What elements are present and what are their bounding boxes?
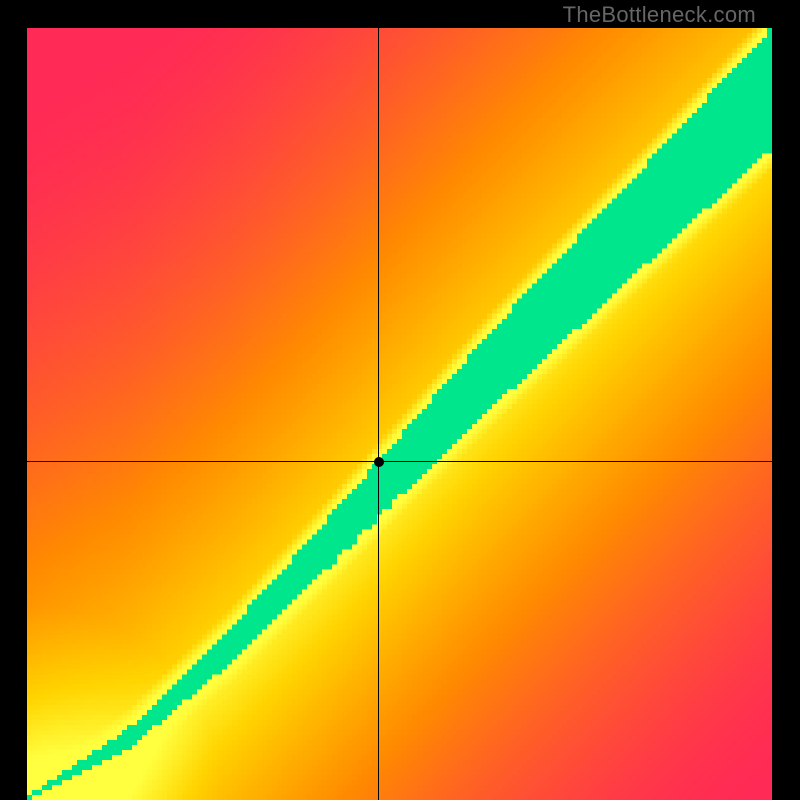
crosshair-horizontal	[27, 461, 772, 462]
watermark-text: TheBottleneck.com	[563, 2, 756, 28]
crosshair-dot	[374, 457, 384, 467]
crosshair-vertical	[378, 28, 379, 800]
chart-container: TheBottleneck.com	[0, 0, 800, 800]
bottleneck-heatmap	[27, 28, 772, 800]
